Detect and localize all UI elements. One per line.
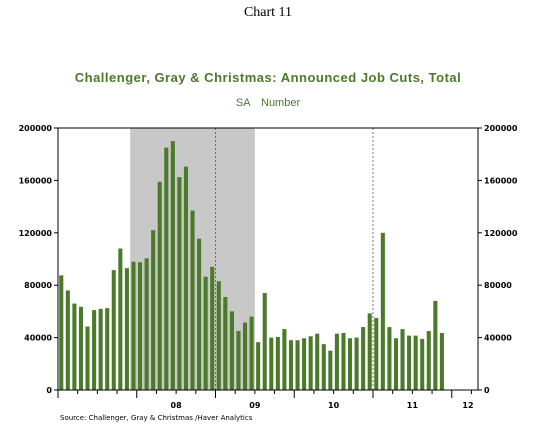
bar xyxy=(144,258,149,390)
bar xyxy=(374,317,379,390)
bar xyxy=(282,329,287,390)
y-tick-label-right: 0 xyxy=(484,386,490,395)
bar xyxy=(341,333,346,390)
bar xyxy=(387,327,392,390)
bar xyxy=(229,311,234,390)
bar xyxy=(275,336,280,390)
bar xyxy=(295,340,300,390)
x-tick-label: 12 xyxy=(462,401,473,410)
y-tick-label-left: 160000 xyxy=(19,176,53,185)
x-tick-label: 08 xyxy=(171,401,183,410)
bar xyxy=(177,177,182,390)
bar xyxy=(256,342,261,390)
x-axis: 08 09 10 11 12 xyxy=(57,390,474,410)
bars xyxy=(59,141,444,390)
bar xyxy=(85,326,90,390)
bar xyxy=(302,338,307,390)
y-axis-left: 0 40000 80000 120000 160000 200000 xyxy=(19,124,58,395)
bar xyxy=(393,338,399,390)
bar xyxy=(380,232,385,390)
bar xyxy=(111,270,116,390)
bar xyxy=(439,333,444,390)
y-tick-label-right: 80000 xyxy=(484,281,512,290)
bar xyxy=(190,210,195,390)
bar xyxy=(361,327,366,390)
bar xyxy=(157,181,162,390)
bar xyxy=(334,333,339,390)
plot-frame xyxy=(57,127,479,391)
bar xyxy=(420,338,425,390)
y-tick-label-right: 40000 xyxy=(484,334,512,343)
bar xyxy=(407,335,412,390)
bar xyxy=(400,329,405,390)
bar xyxy=(328,350,333,390)
bar xyxy=(131,261,136,390)
bar xyxy=(426,331,431,390)
bar xyxy=(269,337,274,390)
bar xyxy=(183,166,189,390)
chart-subtitle: SA Number xyxy=(235,97,301,109)
bar xyxy=(197,238,202,390)
x-tick-label: 09 xyxy=(249,401,261,410)
bar xyxy=(151,230,156,390)
bar xyxy=(137,262,143,390)
chart-title: Challenger, Gray & Christmas: Announced … xyxy=(74,70,462,85)
bar xyxy=(288,340,294,390)
bar xyxy=(223,296,228,390)
bar xyxy=(170,141,175,390)
bar xyxy=(413,335,418,390)
bar xyxy=(321,344,326,390)
bar xyxy=(433,300,438,390)
bar xyxy=(65,290,70,390)
x-tick-label: 10 xyxy=(328,401,340,410)
bar xyxy=(92,310,97,390)
bar xyxy=(210,266,215,390)
y-tick-label-right: 120000 xyxy=(484,229,518,238)
bar xyxy=(203,276,208,390)
bar xyxy=(236,331,241,390)
bar xyxy=(59,275,64,390)
bar xyxy=(347,338,353,390)
bar xyxy=(216,281,221,390)
chart-number: Chart 11 xyxy=(243,5,293,20)
bar xyxy=(124,268,129,390)
bar xyxy=(98,308,103,390)
bar xyxy=(315,333,320,390)
y-tick-label-left: 120000 xyxy=(19,229,53,238)
source-note: Source: Challenger, Gray & Christmas /Ha… xyxy=(60,414,253,422)
bar xyxy=(78,306,84,390)
bar xyxy=(105,308,110,390)
y-tick-label-right: 160000 xyxy=(484,176,518,185)
x-tick-label: 11 xyxy=(407,401,419,410)
y-tick-label-left: 0 xyxy=(46,386,52,395)
bar xyxy=(242,322,248,390)
y-tick-label-left: 80000 xyxy=(24,281,52,290)
bar xyxy=(72,303,77,390)
bar xyxy=(367,313,372,390)
bar xyxy=(164,147,169,390)
y-axis-right: 0 40000 80000 120000 160000 200000 xyxy=(478,124,518,395)
bar xyxy=(262,293,267,390)
bar xyxy=(308,336,313,390)
bar xyxy=(249,316,254,390)
y-tick-label-left: 40000 xyxy=(24,334,52,343)
bar xyxy=(118,248,123,390)
y-tick-label-right: 200000 xyxy=(484,124,518,133)
bar xyxy=(354,337,359,390)
y-tick-label-left: 200000 xyxy=(19,124,53,133)
